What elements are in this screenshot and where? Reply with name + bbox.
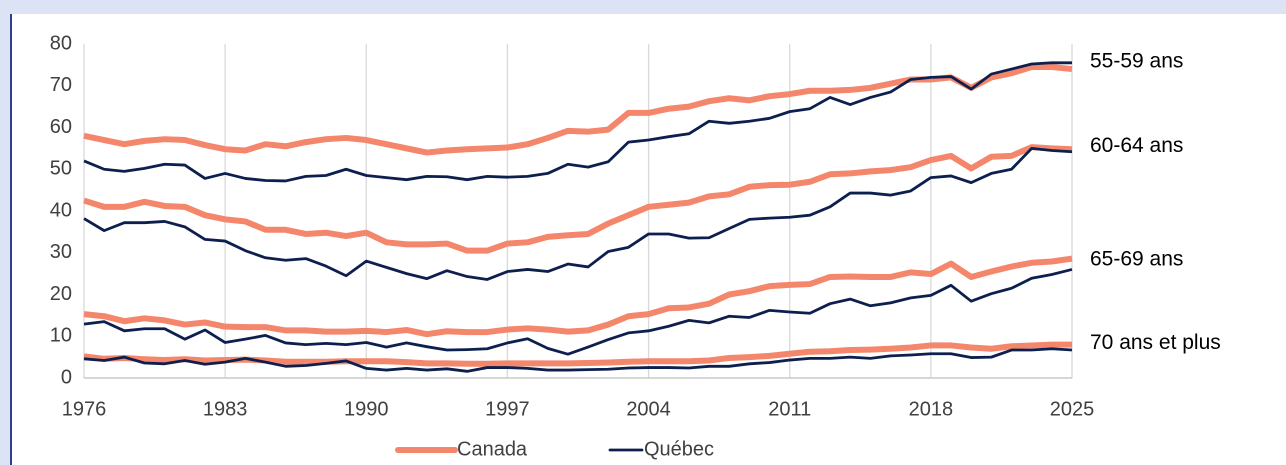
series-group-label: 55-59 ans [1090,49,1183,72]
data-line [83,268,1073,356]
y-tick-label: 20 [50,283,72,305]
series-group-label: 60-64 ans [1090,134,1183,157]
y-tick-label: 60 [50,116,72,138]
y-tick-label: 50 [50,158,72,180]
data-line [83,144,1073,254]
y-tick-label: 30 [50,241,72,263]
y-tick-label: 80 [50,32,72,54]
y-tick-label: 70 [50,74,72,96]
data-line [83,255,1073,338]
legend-label: Québec [644,438,714,460]
data-line [83,63,1073,156]
series-group-label: 65-69 ans [1090,248,1183,271]
x-tick-label: 1997 [485,398,530,420]
x-tick-label: 2011 [768,398,811,420]
y-tick-label: 0 [61,366,72,388]
data-line [83,146,1073,281]
x-tick-label: 2018 [909,398,954,420]
data-line [83,347,1073,373]
legend-label: Canada [457,438,528,460]
x-tick-label: 2025 [1050,398,1095,420]
x-tick-label: 1983 [203,398,248,420]
x-tick-label: 1976 [62,398,107,420]
y-tick-label: 40 [50,199,72,221]
data-line [83,61,1072,183]
y-tick-label: 10 [50,325,72,347]
x-tick-label: 2004 [626,398,671,420]
x-tick-label: 1990 [344,398,389,420]
series-group-label: 70 ans et plus [1090,331,1221,354]
